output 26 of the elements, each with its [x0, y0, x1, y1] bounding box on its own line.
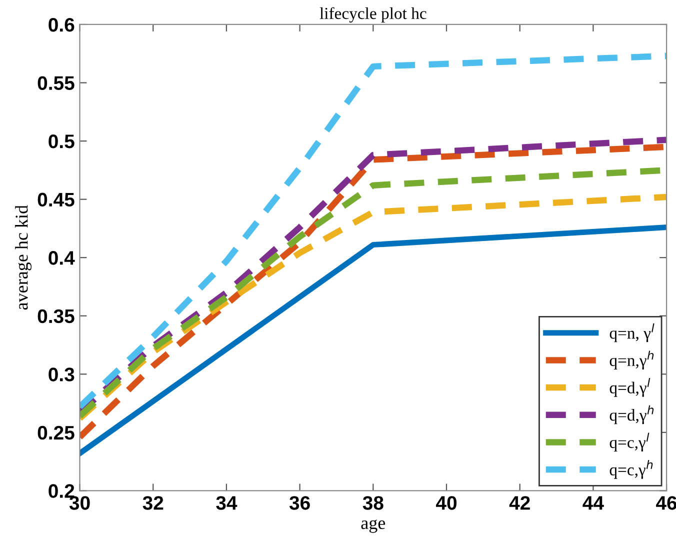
y-axis-title: average hc kid [15, 205, 32, 310]
y-tick-label: 0.2 [48, 484, 74, 498]
x-tick-label: 42 [509, 496, 530, 510]
y-tick-label: 0.4 [48, 251, 75, 265]
x-tick-label: 44 [582, 496, 604, 510]
y-tick-label: 0.5 [48, 134, 74, 148]
y-tick-label: 0.55 [38, 76, 74, 90]
y-tick-label: 0.35 [38, 309, 74, 324]
x-tick-label: 30 [69, 496, 90, 510]
y-tick-label: 0.45 [38, 192, 74, 207]
y-tick-label: 0.6 [48, 18, 74, 32]
x-axis-title: age [361, 520, 386, 533]
x-tick-label: 38 [362, 496, 384, 510]
legend-label: q=n,γ$^{h}$ [610, 350, 654, 370]
legend-label: q=c,γ$^{l}$ [610, 432, 650, 452]
x-tick-label: 32 [142, 496, 164, 510]
x-tick-label: 40 [436, 496, 457, 510]
legend-label: q=c,γ$^{h}$ [610, 460, 653, 479]
x-tick-label: 36 [289, 496, 310, 510]
y-tick-label: 0.25 [38, 426, 74, 440]
y-tick-label: 0.3 [48, 368, 74, 382]
chart-title: lifecycle plot hc [320, 7, 426, 23]
x-tick-label: 34 [216, 496, 238, 510]
legend-label: q=n, γ$^{l}$ [610, 323, 654, 342]
legend-label: q=d,γ$^{h}$ [610, 405, 654, 424]
legend-label: q=d,γ$^{l}$ [610, 378, 650, 397]
